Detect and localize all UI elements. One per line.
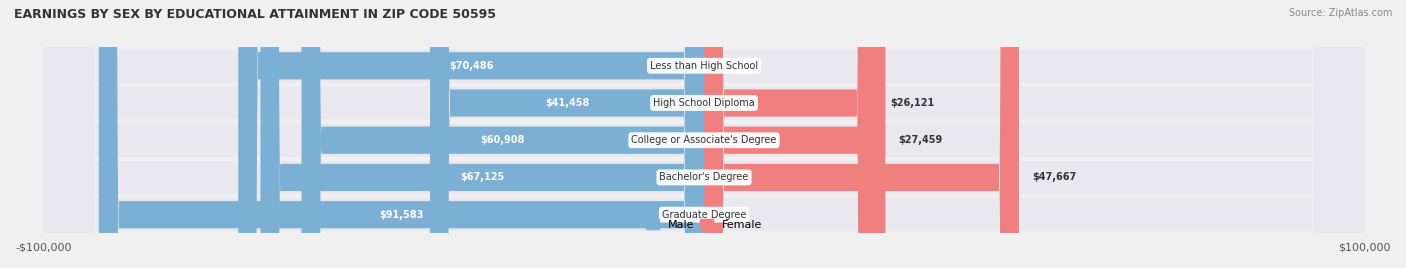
Text: $0: $0	[717, 61, 731, 71]
Text: $27,459: $27,459	[898, 135, 943, 145]
FancyBboxPatch shape	[44, 0, 1365, 268]
FancyBboxPatch shape	[44, 0, 1365, 268]
FancyBboxPatch shape	[44, 0, 1365, 268]
Text: EARNINGS BY SEX BY EDUCATIONAL ATTAINMENT IN ZIP CODE 50595: EARNINGS BY SEX BY EDUCATIONAL ATTAINMEN…	[14, 8, 496, 21]
Text: College or Associate's Degree: College or Associate's Degree	[631, 135, 776, 145]
FancyBboxPatch shape	[260, 0, 704, 268]
FancyBboxPatch shape	[704, 0, 876, 268]
Text: Less than High School: Less than High School	[650, 61, 758, 71]
Text: Source: ZipAtlas.com: Source: ZipAtlas.com	[1288, 8, 1392, 18]
Text: $60,908: $60,908	[481, 135, 524, 145]
FancyBboxPatch shape	[44, 0, 1365, 268]
Text: $41,458: $41,458	[546, 98, 589, 108]
FancyBboxPatch shape	[430, 0, 704, 268]
FancyBboxPatch shape	[98, 0, 704, 268]
Text: $70,486: $70,486	[449, 61, 494, 71]
Text: $67,125: $67,125	[460, 172, 505, 183]
Text: Graduate Degree: Graduate Degree	[662, 210, 747, 220]
FancyBboxPatch shape	[238, 0, 704, 268]
FancyBboxPatch shape	[704, 0, 1019, 268]
Text: $91,583: $91,583	[380, 210, 423, 220]
Legend: Male, Female: Male, Female	[645, 219, 762, 230]
FancyBboxPatch shape	[301, 0, 704, 268]
Text: Bachelor's Degree: Bachelor's Degree	[659, 172, 748, 183]
FancyBboxPatch shape	[704, 0, 886, 268]
FancyBboxPatch shape	[44, 0, 1365, 268]
Text: $47,667: $47,667	[1032, 172, 1077, 183]
Text: $0: $0	[717, 210, 731, 220]
Text: $26,121: $26,121	[890, 98, 934, 108]
Text: High School Diploma: High School Diploma	[654, 98, 755, 108]
